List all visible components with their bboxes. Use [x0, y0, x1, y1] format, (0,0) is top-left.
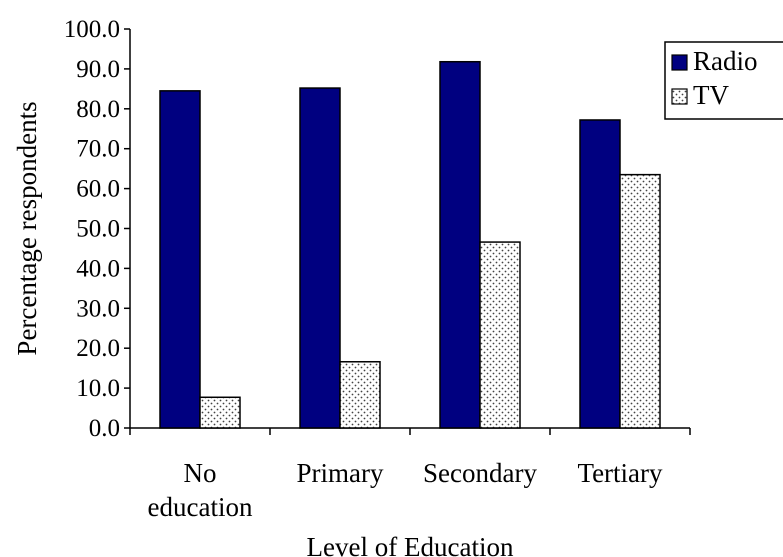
x-axis-title: Level of Education: [307, 532, 514, 557]
y-tick-label: 80.0: [76, 96, 120, 123]
y-tick-label: 70.0: [76, 136, 120, 163]
y-tick-label: 60.0: [76, 176, 120, 203]
y-tick-label: 0.0: [89, 415, 120, 442]
category-label: Primary: [297, 458, 384, 488]
bars: [159, 60, 661, 429]
legend-swatch-tv: [671, 88, 688, 105]
category-label: Secondary: [423, 458, 537, 488]
bar-tv: [479, 241, 521, 429]
legend-label-tv: TV: [693, 80, 729, 110]
bar-tv: [339, 361, 381, 429]
y-tick-label: 10.0: [76, 375, 120, 402]
bar-tv: [199, 396, 241, 429]
y-axis-title: Percentage respondents: [12, 101, 42, 355]
bar-radio: [159, 90, 201, 429]
category-labels: No education Primary Secondary Tertiary: [148, 458, 664, 522]
legend-swatch-radio: [671, 54, 688, 71]
y-tick-label: 40.0: [76, 255, 120, 282]
legend-label-radio: Radio: [693, 46, 758, 76]
bar-tv: [619, 173, 661, 429]
y-tick-labels: 0.0 10.0 20.0 30.0 40.0 50.0 60.0 70.0 80.0 90.0 1…: [64, 16, 120, 442]
y-tick-label: 30.0: [76, 295, 120, 322]
bar-radio: [439, 60, 481, 429]
y-tick-label: 100.0: [64, 16, 120, 43]
y-tick-label: 20.0: [76, 335, 120, 362]
legend: Radio TV: [664, 41, 783, 120]
category-label: No education: [148, 458, 253, 522]
y-tick-label: 50.0: [76, 216, 120, 243]
y-tick-label: 90.0: [76, 56, 120, 83]
bar-radio: [579, 119, 621, 429]
bar-radio: [299, 87, 341, 429]
category-label: Tertiary: [577, 458, 663, 488]
